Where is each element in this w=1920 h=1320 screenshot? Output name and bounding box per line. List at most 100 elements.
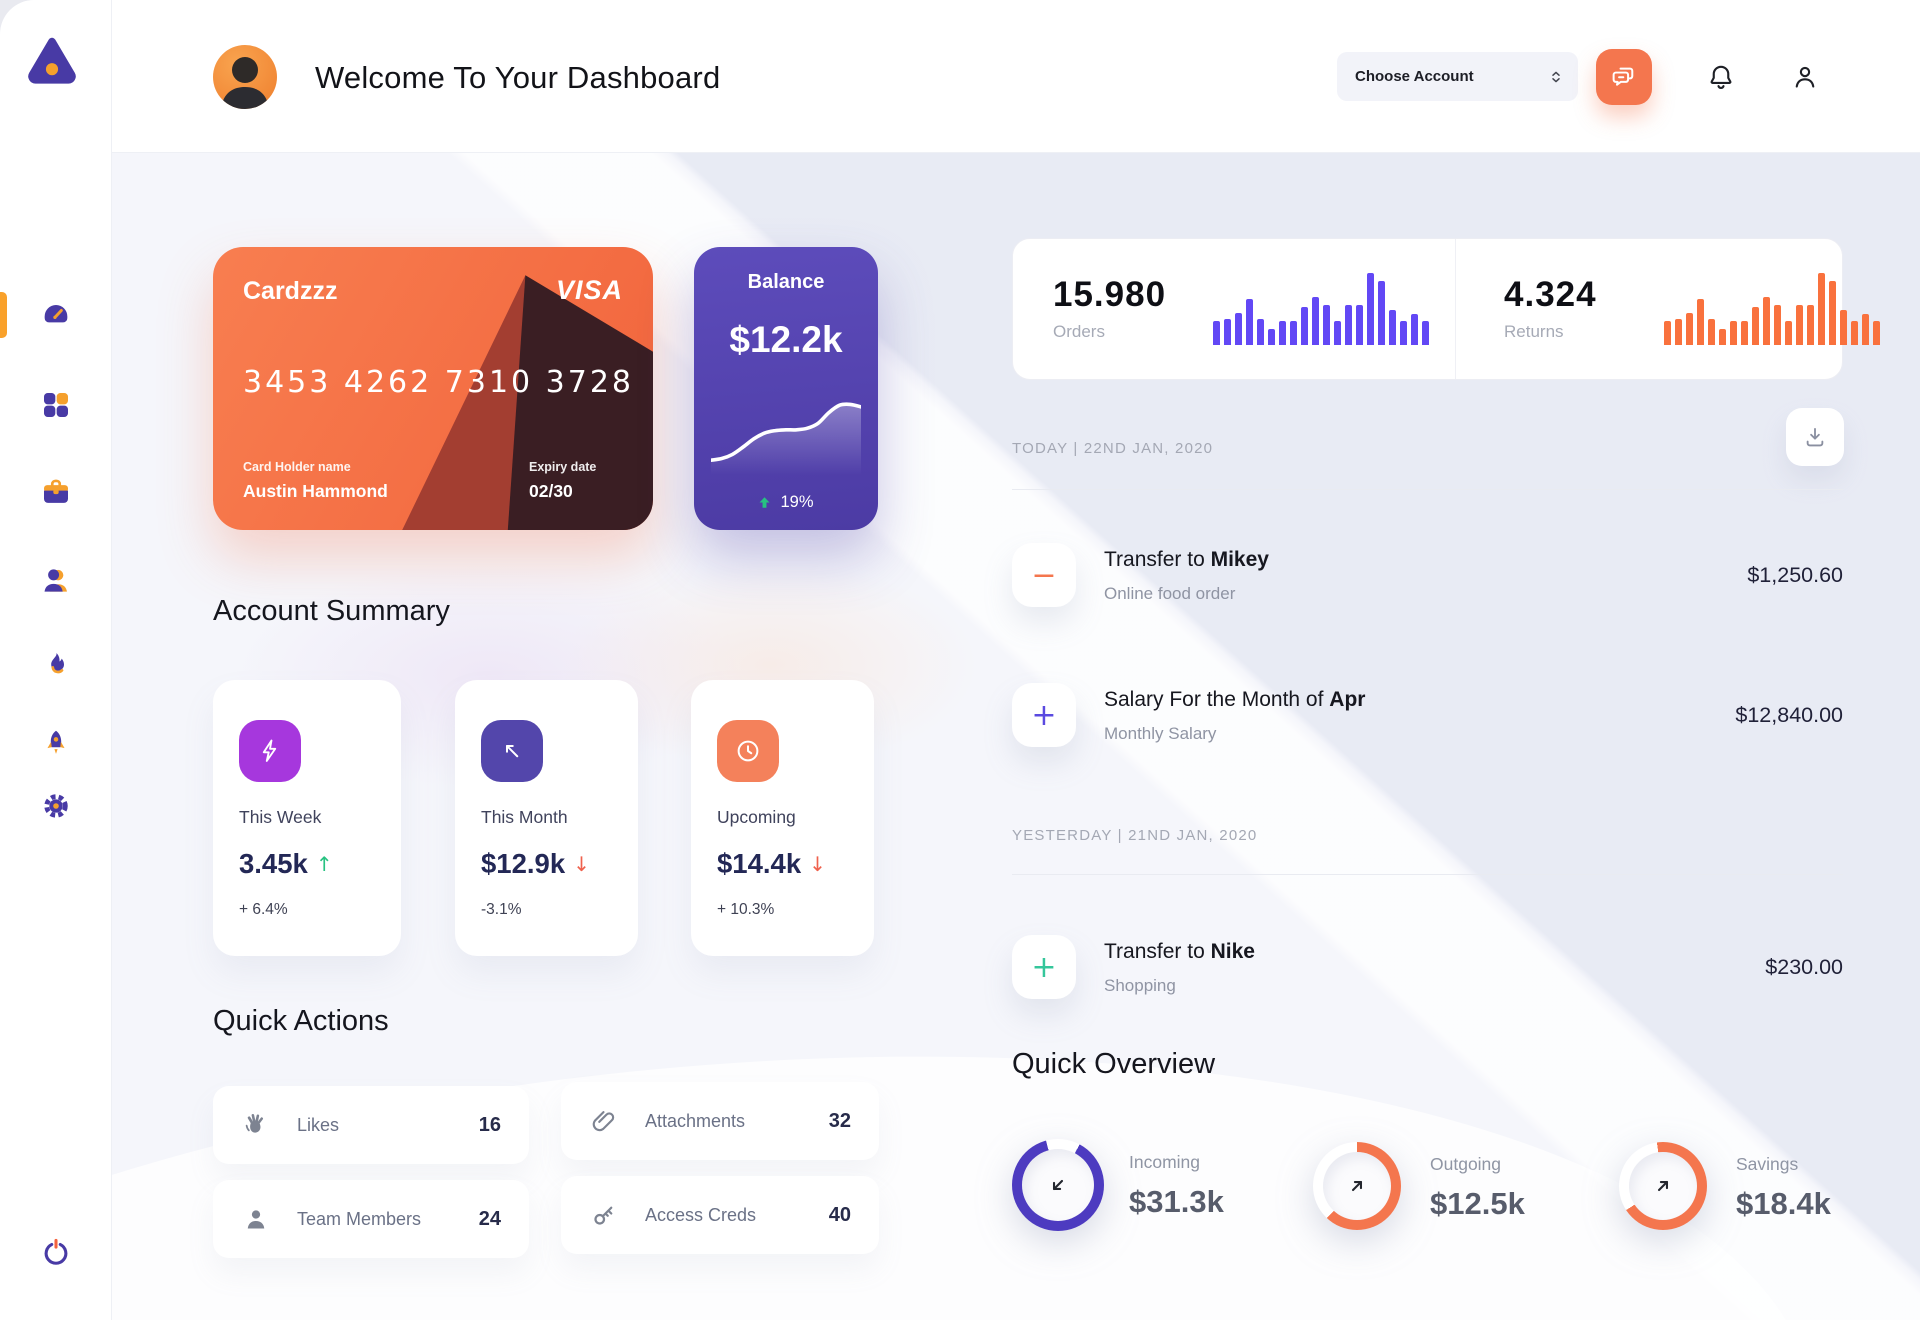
- quick-action-count: 40: [828, 1203, 851, 1226]
- section-title-quick-overview: Quick Overview: [1012, 1048, 1216, 1080]
- summary-label: This Week: [239, 807, 322, 827]
- plus-icon: +: [1012, 683, 1076, 747]
- summary-percent: + 6.4%: [239, 901, 288, 918]
- transaction-title: Salary For the Month of Apr: [1104, 688, 1366, 711]
- active-nav-indicator: [0, 292, 7, 338]
- card-expiry-date: 02/30: [529, 481, 573, 501]
- sidebar-item-settings[interactable]: [40, 790, 72, 822]
- quick-action-label: Team Members: [297, 1208, 422, 1229]
- profile-button[interactable]: [1790, 62, 1820, 92]
- overview-label: Outgoing: [1430, 1154, 1502, 1174]
- rocket-icon: [47, 730, 65, 754]
- download-button[interactable]: [1786, 408, 1844, 466]
- user-icon: [1795, 66, 1815, 88]
- transaction-amount: $12,840.00: [1735, 703, 1843, 727]
- quick-action-count: 16: [478, 1113, 501, 1136]
- header: Welcome To Your Dashboard Choose Account: [111, 0, 1920, 153]
- minus-icon: −: [1012, 543, 1076, 607]
- arrow-up-right-icon: [1657, 1180, 1669, 1192]
- balance-change: 19%: [694, 493, 878, 512]
- overview-label: Savings: [1736, 1154, 1799, 1174]
- quick-action-team-members[interactable]: Team Members 24: [213, 1180, 529, 1258]
- quick-action-access-creds[interactable]: Access Creds 40: [561, 1176, 879, 1254]
- balance-title: Balance: [747, 271, 825, 293]
- balance-card: Balance $12.2k 19%: [694, 247, 878, 530]
- balance-amount: $12.2k: [729, 319, 843, 360]
- transaction-row[interactable]: − Transfer to Mikey Online food order $1…: [1012, 543, 1843, 607]
- summary-value: $12.9k ↓: [481, 848, 590, 879]
- savings-ring: [1619, 1142, 1707, 1230]
- incoming-ring: [1012, 1139, 1104, 1231]
- transaction-row[interactable]: + Transfer to Nike Shopping $230.00: [1012, 935, 1843, 999]
- overview-amount: $31.3k: [1129, 1184, 1224, 1219]
- clap-icon: [245, 1113, 263, 1133]
- apps-grid-icon: [44, 393, 68, 417]
- sidebar: [0, 0, 112, 1320]
- card-holder: Card Holder name Austin Hammond: [243, 460, 388, 502]
- paperclip-icon: [592, 1111, 615, 1132]
- key-icon: [594, 1206, 613, 1225]
- transaction-row[interactable]: + Salary For the Month of Apr Monthly Sa…: [1012, 683, 1843, 747]
- summary-label: Upcoming: [717, 807, 796, 827]
- summary-value: 3.45k ↑: [239, 848, 333, 879]
- briefcase-icon: [44, 479, 68, 503]
- transaction-subtitle: Monthly Salary: [1104, 724, 1217, 743]
- sidebar-item-apps[interactable]: [40, 389, 72, 421]
- outgoing-ring: [1313, 1142, 1401, 1230]
- sidebar-item-launch[interactable]: [40, 727, 72, 759]
- clock-icon: [717, 720, 779, 782]
- sidebar-item-contacts[interactable]: [40, 565, 72, 597]
- arrow-up-icon: ↑: [315, 852, 333, 876]
- quick-action-count: 24: [478, 1207, 501, 1230]
- account-select-label: Choose Account: [1355, 68, 1474, 85]
- orders-returns-card: 15.980 Orders 4.324 Returns: [1012, 238, 1880, 380]
- arrow-up-icon: [760, 497, 770, 508]
- section-title-quick-actions: Quick Actions: [213, 1005, 389, 1037]
- quick-action-likes[interactable]: Likes 16: [213, 1086, 529, 1164]
- summary-card-this-month: This Month $12.9k ↓ -3.1%: [455, 680, 638, 956]
- sidebar-item-logout[interactable]: [40, 1237, 72, 1269]
- transaction-title: Transfer to Mikey: [1104, 548, 1269, 571]
- visa-logo: VISA: [555, 275, 623, 305]
- card-name: Cardzzz: [243, 277, 338, 305]
- gear-icon: [44, 794, 68, 818]
- returns-label: Returns: [1504, 321, 1564, 341]
- avatar[interactable]: [213, 45, 277, 109]
- notifications-button[interactable]: [1706, 62, 1736, 92]
- quick-action-label: Likes: [297, 1114, 340, 1135]
- avatar-photo: [221, 57, 269, 109]
- summary-percent: + 10.3%: [717, 901, 775, 918]
- credit-card: Cardzzz VISA 3453 4262 7310 3728 Card Ho…: [213, 247, 653, 530]
- user-icon: [44, 569, 67, 592]
- overview-amount: $12.5k: [1430, 1186, 1525, 1221]
- sidebar-item-dashboard[interactable]: [40, 299, 72, 331]
- app-logo[interactable]: [26, 34, 78, 86]
- chat-icon: [1612, 67, 1634, 86]
- bell-icon: [1710, 65, 1732, 89]
- chat-button[interactable]: [1596, 49, 1652, 105]
- sidebar-item-trending[interactable]: [40, 649, 72, 681]
- chevron-up-down-icon: [1552, 71, 1560, 82]
- summary-card-this-week: This Week 3.45k ↑ + 6.4%: [213, 680, 401, 956]
- summary-value: $14.4k ↓: [717, 848, 826, 879]
- summary-percent: -3.1%: [481, 901, 522, 918]
- date-group-label: TODAY | 22ND JAN, 2020: [1012, 440, 1214, 457]
- orders-bar-chart: [1213, 273, 1455, 345]
- account-select[interactable]: Choose Account: [1337, 52, 1578, 101]
- summary-card-upcoming: Upcoming $14.4k ↓ + 10.3%: [691, 680, 874, 956]
- quick-action-label: Access Creds: [645, 1204, 757, 1225]
- power-icon: [44, 1238, 68, 1265]
- sidebar-item-work[interactable]: [40, 476, 72, 508]
- transaction-subtitle: Online food order: [1104, 584, 1236, 603]
- dashboard-gauge-icon: [44, 305, 68, 323]
- transaction-subtitle: Shopping: [1104, 976, 1176, 995]
- returns-stat: 4.324 Returns: [1455, 239, 1906, 379]
- quick-action-count: 32: [828, 1109, 851, 1132]
- divider: [1012, 489, 1843, 490]
- balance-sparkline: [711, 402, 861, 475]
- transaction-amount: $1,250.60: [1747, 563, 1843, 587]
- quick-action-label: Attachments: [645, 1110, 746, 1131]
- quick-action-attachments[interactable]: Attachments 32: [561, 1082, 879, 1160]
- card-holder-label: Card Holder name: [243, 460, 351, 474]
- plus-icon: +: [1012, 935, 1076, 999]
